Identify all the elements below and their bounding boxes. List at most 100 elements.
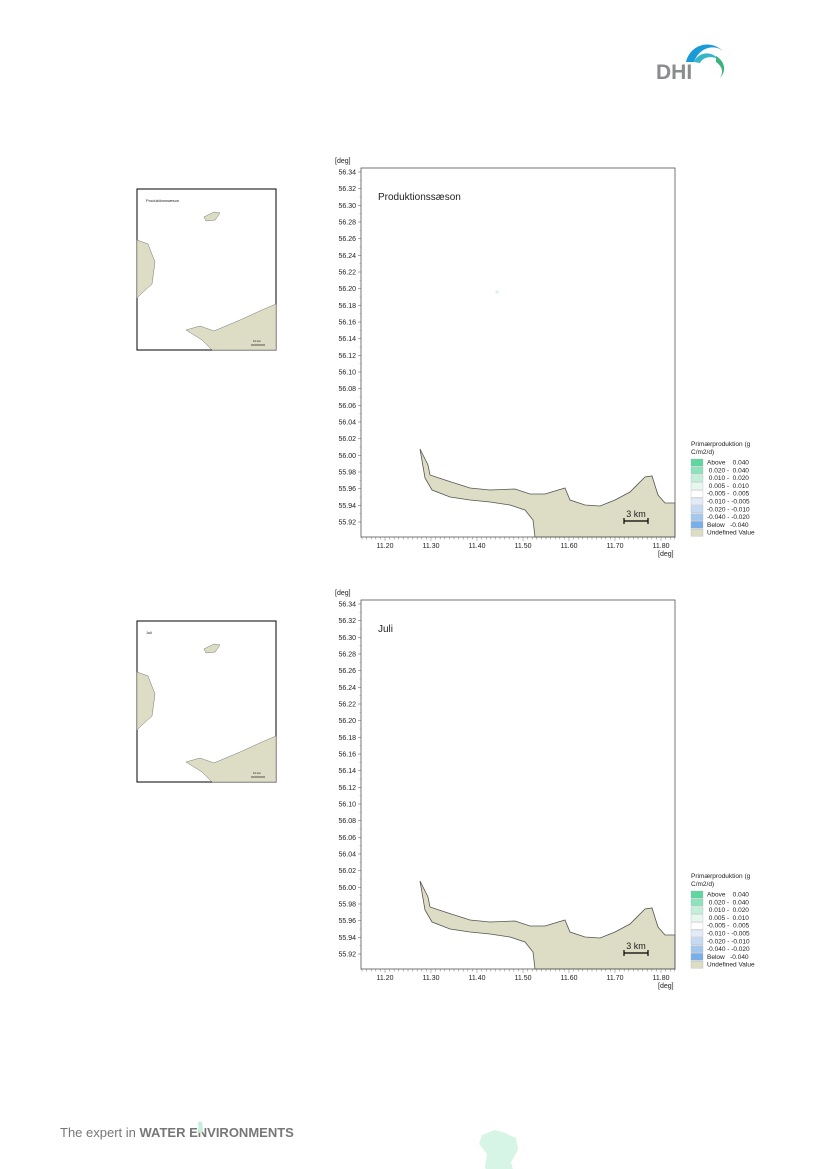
legend-label: -0.020 - -0.010: [707, 506, 750, 513]
legend-swatch: [690, 497, 704, 506]
y-tick-label: 56.10: [338, 370, 356, 377]
y-tick-label: 56.10: [338, 802, 356, 809]
footer: The expert in WATER ENVIRONMENTS: [60, 1125, 294, 1140]
scale-bar: [623, 518, 649, 524]
legend-label: Above 0.040: [707, 892, 749, 899]
x-tick-label: 11.40: [469, 543, 486, 550]
plume: [495, 290, 499, 294]
x-tick-label: 11.40: [469, 975, 486, 982]
legend-swatch: [690, 906, 704, 914]
legend-label: -0.010 - -0.005: [707, 499, 750, 506]
y-tick-label: 56.00: [338, 885, 356, 892]
y-tick-label: 56.02: [338, 436, 356, 443]
legend-swatch: [690, 474, 704, 482]
legend-swatch: [690, 945, 704, 953]
x-unit: [deg]: [658, 551, 674, 558]
inset-plume: [198, 1122, 203, 1133]
map-title: Produktionssæson: [378, 192, 461, 203]
y-tick-label: 56.12: [338, 785, 356, 792]
x-unit: [deg]: [658, 983, 674, 990]
legend-swatch: [690, 466, 704, 474]
inset-land: [185, 303, 277, 351]
plume: [479, 1130, 518, 1169]
legend-swatch: [690, 953, 704, 961]
legend-swatch: [690, 458, 704, 467]
y-tick-label: 56.20: [338, 718, 356, 725]
y-tick-label: 55.94: [338, 935, 356, 942]
y-tick-label: 55.96: [338, 486, 356, 493]
y-tick-label: 55.92: [338, 952, 356, 959]
legend-swatch: [690, 490, 704, 498]
legend-title: Primærproduktion (g: [691, 873, 751, 880]
y-tick-label: 56.08: [338, 386, 356, 393]
legend-label: 0.005 - 0.010: [707, 915, 749, 922]
x-tick-label: 11.70: [607, 543, 624, 550]
legend-swatch: [690, 922, 704, 930]
footer-lead: The expert in: [60, 1125, 140, 1140]
map-border: [360, 167, 676, 538]
legend-label: -0.020 - -0.010: [707, 938, 750, 945]
y-tick-label: 56.04: [338, 852, 356, 859]
land: [419, 448, 676, 538]
inset-land: [185, 735, 277, 783]
scale-label: 3 km: [626, 509, 646, 519]
inset-title: Juli: [146, 630, 152, 635]
y-unit: [deg]: [335, 158, 351, 165]
inset-land: [203, 211, 221, 222]
logo-wave: [716, 56, 725, 78]
legend-label: 0.020 - 0.040: [707, 467, 749, 474]
x-tick-label: 11.80: [653, 975, 670, 982]
legend-label: -0.010 - -0.005: [707, 931, 750, 938]
legend-label: -0.005 - 0.005: [707, 923, 750, 930]
y-tick-label: 56.08: [338, 818, 356, 825]
inset-title: Produktionssæson: [146, 198, 179, 203]
legend-swatch: [690, 937, 704, 945]
y-tick-label: 56.30: [338, 203, 356, 210]
map-title: Juli: [378, 624, 393, 635]
legend-label: Above 0.040: [707, 460, 749, 467]
legend-label: -0.005 - 0.005: [707, 491, 750, 498]
legend-label: 0.010 - 0.020: [707, 475, 749, 482]
logo: DHI: [656, 44, 725, 84]
inset-land: [136, 671, 156, 731]
legend-swatch: [690, 890, 704, 899]
legend-swatch: [690, 482, 704, 490]
x-tick-label: 11.20: [377, 975, 394, 982]
x-tick-label: 11.60: [561, 543, 578, 550]
y-tick-label: 56.28: [338, 652, 356, 659]
legend-label: Below -0.040: [707, 522, 749, 529]
legend-swatch: [690, 929, 704, 938]
footer-brand: WATER ENVIRONMENTS: [140, 1125, 295, 1140]
legend-swatch: [690, 529, 704, 537]
y-tick-label: 56.24: [338, 685, 356, 692]
y-tick-label: 56.28: [338, 220, 356, 227]
inset-land: [203, 643, 221, 654]
logo-wave: [686, 44, 724, 62]
y-tick-label: 56.16: [338, 320, 356, 327]
map: Juli 10 km Juli [deg] [deg] 56.34 56.32 56.30 56…: [136, 590, 755, 1169]
inset-scale: 10 km: [253, 339, 262, 343]
x-tick-label: 11.70: [607, 975, 624, 982]
y-tick-label: 56.34: [338, 170, 356, 177]
logo-wave: [694, 53, 719, 63]
land: [419, 880, 676, 970]
y-tick-label: 56.30: [338, 635, 356, 642]
legend-swatch: [690, 914, 704, 922]
y-tick-label: 55.94: [338, 503, 356, 510]
map-frame: [361, 168, 675, 537]
y-tick-label: 56.22: [338, 270, 356, 277]
y-tick-label: 56.34: [338, 602, 356, 609]
inset-scale: 10 km: [253, 771, 262, 775]
y-tick-label: 56.24: [338, 253, 356, 260]
y-tick-label: 56.12: [338, 353, 356, 360]
legend-label: 0.010 - 0.020: [707, 907, 749, 914]
y-tick-label: 55.92: [338, 520, 356, 527]
legend-swatch: [690, 521, 704, 529]
y-tick-label: 56.32: [338, 618, 356, 625]
legend-swatch: [690, 961, 704, 969]
y-tick-label: 56.06: [338, 835, 356, 842]
legend-label: 0.020 - 0.040: [707, 899, 749, 906]
y-tick-label: 56.06: [338, 403, 356, 410]
map: Produktionssæson 10 km Produktionssæson [de…: [136, 158, 755, 558]
